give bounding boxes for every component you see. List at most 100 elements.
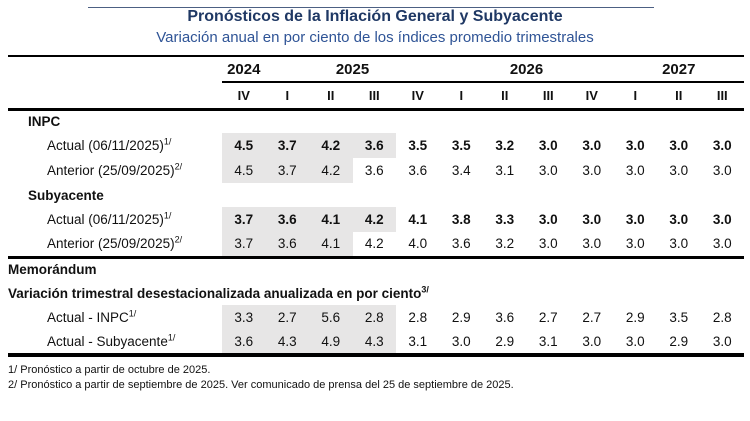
forecast-table: 2024 2025 2026 2027 IV I II III IV I II III IV I II III… [8,55,744,358]
year-header-2027: 2027 [613,55,744,84]
value-cell: 3.0 [712,236,732,252]
value-cell: 2.9 [657,330,701,358]
value-cell: 3.3 [222,305,266,331]
section-heading-label: INPC [8,109,744,133]
value-cell: 4.1 [408,212,428,228]
value-cell: 3.0 [700,330,744,358]
page-subtitle: Variación anual en por ciento de los índ… [156,29,594,47]
value-cell: 4.3 [352,330,396,358]
value-cell: 3.0 [669,163,689,179]
value-cell: 3.0 [582,138,602,154]
value-cell: 3.6 [451,236,471,252]
value-cell: 3.0 [712,138,732,154]
row-label-text: Actual (06/11/2025) [47,138,164,154]
footnote-marker: 2/ [174,234,183,245]
header-spacer-cell [8,55,222,83]
row-label: Anterior (25/09/2025)2/ [8,158,222,183]
table-header: 2024 2025 2026 2027 IV I II III IV I II III IV I II III [8,55,744,111]
footnote-marker: 2/ [174,161,183,172]
value-cell: 3.0 [570,330,614,358]
quarter-header-row: IV I II III IV I II III IV I II III [8,82,744,111]
row-label-text: Anterior (25/09/2025) [47,163,175,179]
footnotes: 1/ Pronóstico a partir de octubre de 202… [8,363,750,392]
footnote-1: 1/ Pronóstico a partir de octubre de 202… [8,364,211,377]
section-heading-label: Subyacente [8,183,744,207]
value-cell: 3.2 [495,138,515,154]
value-cell: 3.0 [669,138,689,154]
value-cell: 3.0 [625,163,645,179]
footnote-marker: 1/ [163,136,172,147]
value-cell: 3.3 [495,212,515,228]
quarter-header-10: I [613,82,657,111]
quarter-header-6: I [439,82,483,111]
year-header-2026: 2026 [439,55,614,84]
value-cell: 3.1 [396,330,440,358]
row-label-text: Subyacente [28,187,104,203]
value-cell: 3.6 [352,133,396,159]
inpc-anterior: Anterior (25/09/2025)2/4.5 3.7 4.2 3.6 3.6 3.… [8,158,744,184]
footnote-marker: 3/ [421,284,429,295]
value-cell: 4.3 [265,330,309,358]
value-cell: 3.5 [451,138,471,154]
value-cell: 3.1 [495,163,515,179]
value-cell: 3.7 [265,158,309,184]
value-cell: 3.7 [222,232,266,258]
row-label: Actual - INPC1/ [8,305,222,330]
value-cell: 3.2 [495,236,515,252]
quarter-header-2: I [265,82,309,111]
value-cell: 3.0 [625,138,645,154]
year-header-2025: 2025 [265,55,440,84]
footnote-2: 2/ Pronóstico a partir de septiembre de … [8,378,514,391]
subyacente-actual: Actual (06/11/2025)1/3.7 3.6 4.1 4.2 4.1 3.8 3… [8,207,744,233]
value-cell: 3.1 [526,330,570,358]
value-cell: 4.2 [309,133,353,159]
value-cell: 2.9 [625,310,645,326]
memo-actual-inpc: Actual - INPC1/3.3 2.7 5.6 2.8 2.8 2.9 3.6 2.7 2… [8,305,744,331]
row-label: Anterior (25/09/2025)2/ [8,232,222,257]
value-cell: 3.0 [625,236,645,252]
value-cell: 4.5 [222,158,266,184]
top-crop-line [88,7,654,8]
quarter-header-7: II [483,82,527,111]
row-label-text: Actual - INPC [47,310,129,326]
value-cell: 4.9 [309,330,353,358]
row-label-text: Anterior (25/09/2025) [47,236,175,252]
page: { "title": "Pronósticos de la Inflación … [0,7,750,421]
quarter-header-4: III [352,82,396,111]
subyacente-anterior: Anterior (25/09/2025)2/3.7 3.6 4.1 4.2 4.0 3.… [8,232,744,258]
footnote-marker: 1/ [163,210,172,221]
row-label: Actual - Subyacente1/ [8,330,222,358]
quarter-header-1: IV [222,82,266,111]
quarter-header-9: IV [570,82,614,111]
row-label-text: INPC [28,114,61,130]
value-cell: 3.0 [538,212,558,228]
value-cell: 2.8 [712,310,732,326]
value-cell: 3.0 [669,212,689,228]
inpc-heading: INPC [8,109,744,133]
value-cell: 3.0 [439,330,483,358]
row-label-text: Actual - Subyacente [47,334,168,350]
quarter-header-11: II [657,82,701,111]
value-cell: 3.6 [364,163,384,179]
quarter-header-5: IV [396,82,440,111]
quarter-header-8: III [526,82,570,111]
memo-heading: Memorándum [8,255,744,282]
value-cell: 4.0 [408,236,428,252]
value-cell: 3.6 [265,232,309,258]
value-cell: 3.0 [669,236,689,252]
inpc-actual: Actual (06/11/2025)1/4.5 3.7 4.2 3.6 3.5 3.5 3… [8,133,744,159]
value-cell: 4.1 [309,207,353,233]
value-cell: 2.8 [352,305,396,331]
value-cell: 2.8 [408,310,428,326]
value-cell: 3.7 [222,207,266,233]
value-cell: 3.6 [265,207,309,233]
value-cell: 3.5 [408,138,428,154]
row-label: Actual (06/11/2025)1/ [8,207,222,232]
value-cell: 3.0 [582,212,602,228]
value-cell: 3.7 [265,133,309,159]
row-label-text: Memorándum [8,262,97,278]
value-cell: 2.7 [265,305,309,331]
value-cell: 3.0 [538,138,558,154]
page-title: Pronósticos de la Inflación General y Su… [187,8,563,25]
value-cell: 3.6 [222,330,266,358]
